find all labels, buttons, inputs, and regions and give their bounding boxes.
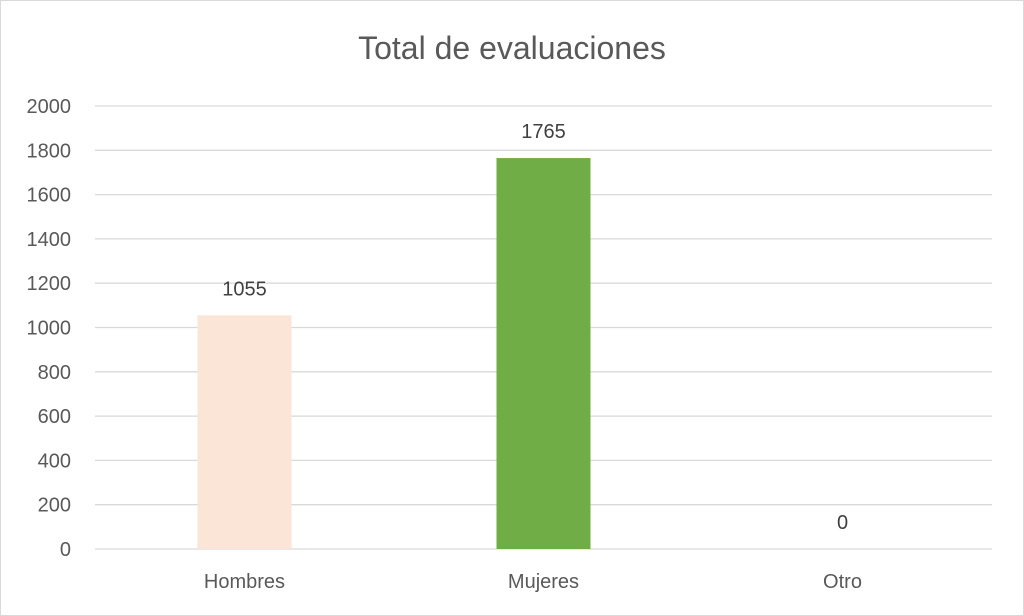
y-tick-label: 1800 [27, 140, 72, 162]
y-tick-label: 1600 [27, 185, 72, 207]
y-tick-label: 1200 [27, 273, 72, 295]
data-label-hombres: 1055 [222, 278, 267, 300]
x-axis-category-labels: Hombres Mujeres Otro [204, 571, 862, 593]
chart-title: Total de evaluaciones [358, 30, 666, 66]
data-label-otro: 0 [837, 512, 848, 534]
y-tick-label: 200 [38, 495, 71, 517]
y-tick-label: 1000 [27, 318, 72, 340]
category-label-mujeres: Mujeres [508, 571, 579, 593]
y-tick-label: 2000 [27, 96, 72, 118]
category-label-otro: Otro [823, 571, 862, 593]
data-labels: 1055 1765 0 [222, 121, 848, 534]
y-tick-label: 0 [60, 539, 71, 561]
y-tick-label: 400 [38, 450, 71, 472]
category-label-hombres: Hombres [204, 571, 285, 593]
bars [197, 158, 591, 550]
y-tick-label: 600 [38, 406, 71, 428]
y-tick-label: 1400 [27, 229, 72, 251]
y-tick-label: 800 [38, 362, 71, 384]
bar-hombres [197, 315, 292, 549]
data-label-mujeres: 1765 [521, 121, 566, 143]
y-axis-tick-labels: 0 200 400 600 800 1000 1200 1400 1600 1800 2000 [27, 96, 72, 561]
bar-mujeres [496, 158, 591, 550]
